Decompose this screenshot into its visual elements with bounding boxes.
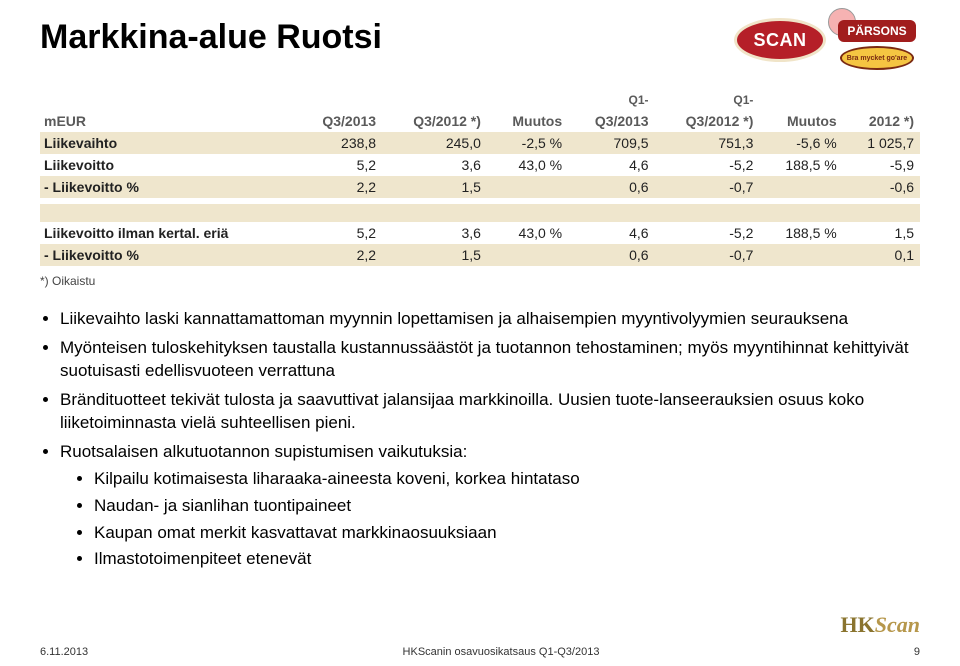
cell-value: 4,6 [568,154,654,176]
cell-value: 238,8 [296,132,382,154]
cell-value: -0,7 [655,244,760,266]
cell-value: 1,5 [843,222,920,244]
table-row: Liikevoitto5,23,643,0 %4,6-5,2188,5 %-5,… [40,154,920,176]
table-row: - Liikevoitto %2,21,5 0,6-0,7 0,1 [40,244,920,266]
cell-value: 5,2 [296,154,382,176]
cell-value [759,244,842,266]
cell-value: -5,6 % [759,132,842,154]
cell-value: -5,2 [655,154,760,176]
cell-value: 43,0 % [487,222,568,244]
col-q1q3-2013: Q3/2013 [568,110,654,132]
cell-value: -2,5 % [487,132,568,154]
footer-page: 9 [914,646,920,658]
parsons-tagline: Bra mycket go'are [840,46,914,70]
cell-value: 5,2 [296,222,382,244]
cell-value [487,244,568,266]
bullet-text: Ruotsalaisen alkutuotannon supistumisen … [60,442,467,461]
bullet-list: Liikevaihto laski kannattamattoman myynn… [60,308,920,571]
cell-value: 245,0 [382,132,487,154]
bullet-item: Liikevaihto laski kannattamattoman myynn… [60,308,920,331]
footer-source: HKScanin osavuosikatsaus Q1-Q3/2013 [403,646,600,658]
cell-value: 709,5 [568,132,654,154]
cell-value: -5,2 [655,222,760,244]
sub-bullet-item: Kaupan omat merkit kasvattavat markkinao… [94,522,920,545]
financial-table: Q1- Q1- mEUR Q3/2013 Q3/2012 *) Muutos Q… [40,90,920,266]
cell-value: 2,2 [296,244,382,266]
footer-date: 6.11.2013 [40,646,88,658]
cell-value [487,176,568,198]
brand-logos: SCAN PÄRSONS Bra mycket go'are [734,18,920,76]
cell-value: 1 025,7 [843,132,920,154]
col-2012: 2012 *) [843,110,920,132]
table-row: Liikevaihto238,8245,0-2,5 %709,5751,3-5,… [40,132,920,154]
cell-value: 0,6 [568,176,654,198]
parsons-label: PÄRSONS [838,20,916,42]
cell-value: 1,5 [382,244,487,266]
cell-value: 0,1 [843,244,920,266]
table-header-pre: Q1- Q1- [40,90,920,110]
col-q1q3-2012: Q3/2012 *) [655,110,760,132]
row-label: Liikevoitto ilman kertal. eriä [40,222,296,244]
col-change-2: Muutos [759,110,842,132]
hkscan-logo: HKScan [841,612,920,638]
bullet-item: Brändituotteet tekivät tulosta ja saavut… [60,389,920,435]
cell-value: 751,3 [655,132,760,154]
col-label: mEUR [40,110,296,132]
sub-bullet-list: Kilpailu kotimaisesta liharaaka-aineesta… [94,468,920,572]
col-q3-2013: Q3/2013 [296,110,382,132]
cell-value: 43,0 % [487,154,568,176]
cell-value: 188,5 % [759,222,842,244]
sub-bullet-item: Ilmastotoimenpiteet etenevät [94,548,920,571]
cell-value: 0,6 [568,244,654,266]
row-label: - Liikevoitto % [40,244,296,266]
page-title: Markkina-alue Ruotsi [40,18,382,57]
table-header-row: mEUR Q3/2013 Q3/2012 *) Muutos Q3/2013 Q… [40,110,920,132]
table-row: - Liikevoitto %2,21,5 0,6-0,7 -0,6 [40,176,920,198]
row-label: Liikevaihto [40,132,296,154]
cell-value: 3,6 [382,222,487,244]
footer: 6.11.2013 HKScanin osavuosikatsaus Q1-Q3… [40,646,920,658]
cell-value: 188,5 % [759,154,842,176]
cell-value: 1,5 [382,176,487,198]
col-change-1: Muutos [487,110,568,132]
row-label: - Liikevoitto % [40,176,296,198]
cell-value: 3,6 [382,154,487,176]
cell-value: -0,6 [843,176,920,198]
row-label: Liikevoitto [40,154,296,176]
cell-value: 2,2 [296,176,382,198]
col-q3-2012: Q3/2012 *) [382,110,487,132]
cell-value: -0,7 [655,176,760,198]
footnote: *) Oikaistu [40,274,920,288]
bullet-item: Myönteisen tuloskehityksen taustalla kus… [60,337,920,383]
cell-value: -5,9 [843,154,920,176]
table-row: Liikevoitto ilman kertal. eriä5,23,643,0… [40,222,920,244]
cell-value [759,176,842,198]
sub-bullet-item: Naudan- ja sianlihan tuontipaineet [94,495,920,518]
cell-value: 4,6 [568,222,654,244]
parsons-logo: PÄRSONS Bra mycket go'are [834,18,920,76]
sub-bullet-item: Kilpailu kotimaisesta liharaaka-aineesta… [94,468,920,491]
scan-logo: SCAN [734,18,826,62]
title-row: Markkina-alue Ruotsi SCAN PÄRSONS Bra my… [40,18,920,76]
bullet-item: Ruotsalaisen alkutuotannon supistumisen … [60,441,920,572]
